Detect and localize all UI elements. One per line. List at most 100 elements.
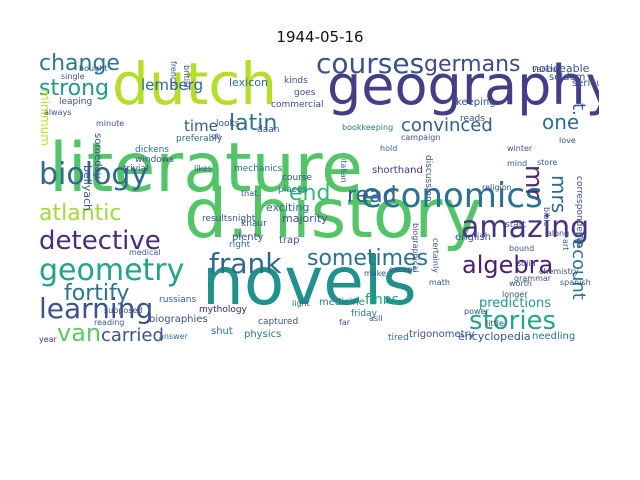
- word-make: make: [364, 269, 386, 278]
- word-stories: stories: [469, 306, 557, 336]
- word-mythology: mythology: [199, 305, 247, 315]
- word-bookkeeping: bookkeeping: [342, 123, 394, 132]
- word-finns: finns: [365, 292, 399, 308]
- word-leaping: leaping: [59, 97, 93, 107]
- word-dutch: dutch: [112, 53, 277, 118]
- word-learning: learning: [39, 292, 154, 325]
- word-mechanics: mechanics: [234, 164, 283, 174]
- word-mrs: mrs: [547, 175, 571, 214]
- word-reads: reads: [460, 114, 485, 124]
- word-friday: friday: [351, 309, 377, 319]
- word-french: french: [169, 61, 178, 87]
- word-serious: serious: [572, 78, 599, 89]
- word-algebra: algebra: [462, 251, 554, 279]
- word-time: time: [184, 117, 218, 135]
- word-van: van: [57, 319, 102, 345]
- word-trivial: trivial: [123, 164, 149, 174]
- word-trigonometry: trigonometry: [409, 329, 475, 340]
- word-plenty: plenty: [232, 232, 264, 243]
- word-year: year: [39, 335, 57, 344]
- word-resultsnight: resultsnight: [202, 214, 256, 224]
- word-sometimes: sometimes: [307, 246, 429, 271]
- word-d-history: d.history: [184, 175, 483, 254]
- word-noticeable: noticeable: [532, 62, 590, 75]
- word-english: english: [455, 232, 491, 243]
- word-novels: novels: [202, 243, 417, 320]
- word-geography: geography: [327, 54, 599, 117]
- word-light: light: [292, 299, 310, 308]
- word-amazing: amazing: [461, 210, 590, 245]
- word-shorthand: shorthand: [372, 165, 423, 176]
- word-reading: reading: [94, 318, 125, 327]
- word-mr: mr: [520, 165, 548, 199]
- word-supposed: supposed: [104, 306, 143, 315]
- word-correspondence: correspondence: [574, 176, 584, 249]
- word-chemistry: chemistry: [539, 267, 579, 276]
- word-minute: minute: [96, 119, 125, 128]
- word-course: course: [282, 173, 313, 183]
- word-art: art: [561, 239, 570, 251]
- word-trap: trap: [279, 235, 300, 246]
- word-windows: windows: [135, 155, 174, 165]
- word-economics: economics: [361, 176, 543, 216]
- word-various: various: [532, 65, 562, 74]
- word-oh: oh: [211, 132, 221, 141]
- word-fortify: fortify: [64, 281, 130, 306]
- word-germans: germans: [424, 53, 521, 77]
- word-hold: hold: [380, 144, 398, 153]
- word-spanish: spanish: [560, 278, 591, 287]
- word-convinced: convinced: [401, 115, 493, 136]
- word-right: right: [229, 240, 251, 250]
- word-mind: mind: [507, 159, 528, 168]
- word-biographies: biographies: [149, 314, 208, 325]
- word-tired: tired: [388, 333, 409, 343]
- word-solid: solid: [517, 259, 536, 268]
- word-encyclopedia: encyclopedia: [458, 330, 531, 343]
- word-math: math: [429, 278, 450, 287]
- word-likes: likes: [194, 164, 212, 173]
- word-lemberg: lemberg: [141, 76, 204, 94]
- word-certainly: certainly: [431, 238, 440, 273]
- word-worth: worth: [509, 279, 532, 288]
- word-geometry: geometry: [39, 253, 185, 288]
- word-bible: bible: [542, 207, 551, 227]
- word-that: that.: [241, 189, 260, 198]
- word-keeping: keeping: [456, 97, 496, 108]
- word-exciting: exciting: [266, 201, 310, 214]
- word-power: power: [464, 307, 489, 316]
- word-majority: majority: [282, 212, 328, 225]
- word-atlantic: atlantic: [39, 201, 122, 226]
- word-italian: italian: [339, 158, 348, 183]
- word-store: store: [537, 158, 558, 167]
- word-kinds: kinds: [284, 76, 308, 86]
- word-literature: literature: [49, 129, 363, 208]
- word-medicine: medicine: [319, 297, 365, 308]
- word-seldom: seldom: [549, 72, 586, 83]
- word-british: british: [182, 65, 191, 91]
- chart-title: 1944-05-16: [276, 28, 364, 46]
- word-always: always: [44, 108, 72, 117]
- word-start: start: [505, 220, 526, 230]
- word-longer: longer: [502, 290, 528, 299]
- word-daan: daan: [257, 125, 280, 135]
- word-cloud: literature d.history novels dutch geogra…: [39, 53, 599, 345]
- word-places: places: [278, 185, 307, 195]
- word-except: except: [389, 265, 416, 274]
- word-religion: religion: [482, 183, 512, 192]
- word-minimum: minimum: [39, 89, 52, 146]
- word-biographical: biographical: [411, 223, 420, 273]
- word-russians: russians: [159, 295, 197, 305]
- word-love: love: [559, 136, 576, 145]
- word-frank: frank: [209, 247, 282, 280]
- word-discussion: discussion: [423, 155, 433, 202]
- word-asll: asll: [369, 314, 383, 323]
- word-far: far: [339, 318, 351, 327]
- word-read: read: [347, 183, 397, 208]
- word-predictions: predictions: [479, 296, 551, 311]
- word-preferably: preferably: [176, 134, 223, 144]
- word-bellyach: bellyach: [81, 165, 94, 212]
- word-campaign: campaign: [401, 133, 441, 142]
- word-strong: strong: [39, 76, 110, 101]
- word-shut: shut: [211, 326, 233, 337]
- word-captured: captured: [258, 317, 299, 327]
